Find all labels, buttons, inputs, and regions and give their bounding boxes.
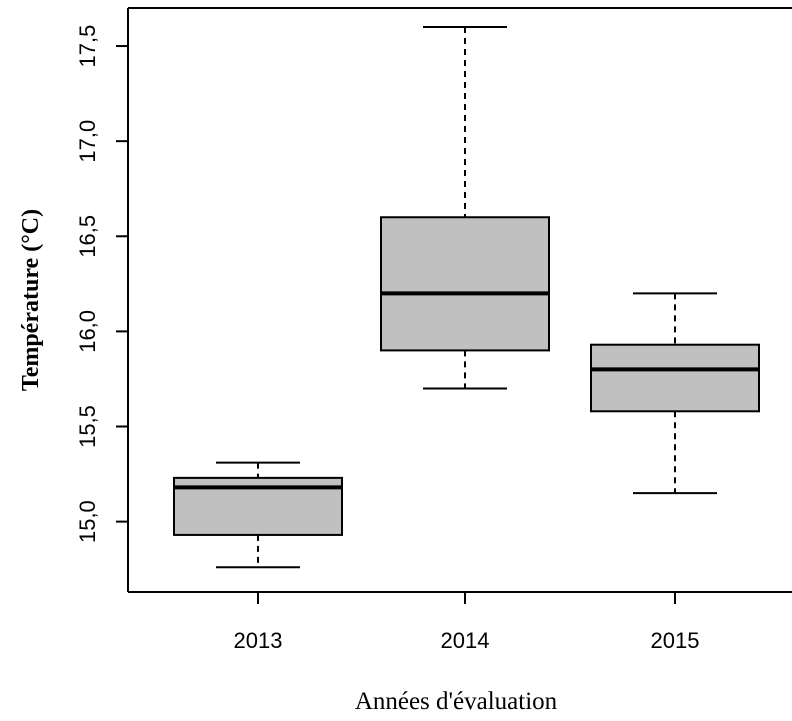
y-tick-label: 17,0 bbox=[75, 120, 100, 163]
y-tick-label: 15,0 bbox=[75, 500, 100, 543]
y-tick-label: 15,5 bbox=[75, 405, 100, 448]
box-group bbox=[381, 27, 549, 388]
x-tick-label: 2013 bbox=[234, 628, 283, 653]
x-axis-title: Années d'évaluation bbox=[355, 688, 558, 715]
box-group bbox=[174, 463, 342, 568]
box-group bbox=[591, 293, 759, 493]
plot-marks bbox=[174, 27, 759, 567]
y-axis-title: Température (°C) bbox=[18, 209, 44, 391]
y-tick-label: 16,0 bbox=[75, 310, 100, 353]
y-tick-label: 17,5 bbox=[75, 25, 100, 68]
box-iqr bbox=[591, 345, 759, 412]
x-tick-label: 2014 bbox=[441, 628, 490, 653]
y-tick-label: 16,5 bbox=[75, 215, 100, 258]
box-iqr bbox=[381, 217, 549, 350]
x-tick-label: 2015 bbox=[651, 628, 700, 653]
